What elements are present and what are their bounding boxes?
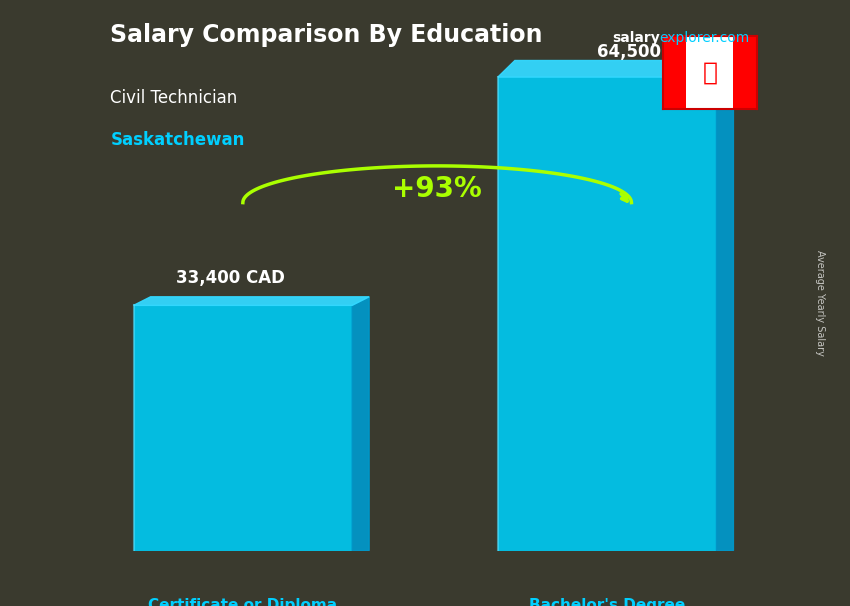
Text: Bachelor's Degree: Bachelor's Degree	[529, 598, 685, 606]
Text: Civil Technician: Civil Technician	[110, 89, 238, 107]
Text: 64,500 CAD: 64,500 CAD	[597, 43, 705, 61]
Text: Certificate or Diploma: Certificate or Diploma	[148, 598, 337, 606]
Bar	[663, 36, 686, 109]
Text: 33,400 CAD: 33,400 CAD	[176, 269, 285, 287]
Bar	[133, 305, 352, 551]
Text: Average Yearly Salary: Average Yearly Salary	[815, 250, 825, 356]
Polygon shape	[498, 61, 734, 77]
Polygon shape	[133, 297, 369, 305]
Text: salary: salary	[612, 32, 660, 45]
Text: Saskatchewan: Saskatchewan	[110, 132, 245, 150]
Polygon shape	[717, 61, 734, 551]
Text: explorer.com: explorer.com	[659, 32, 749, 45]
Bar	[498, 77, 717, 551]
Text: 🍁: 🍁	[702, 61, 717, 85]
Bar	[733, 36, 757, 109]
Text: Salary Comparison By Education: Salary Comparison By Education	[110, 24, 543, 47]
Text: +93%: +93%	[392, 175, 482, 204]
Polygon shape	[352, 297, 369, 551]
